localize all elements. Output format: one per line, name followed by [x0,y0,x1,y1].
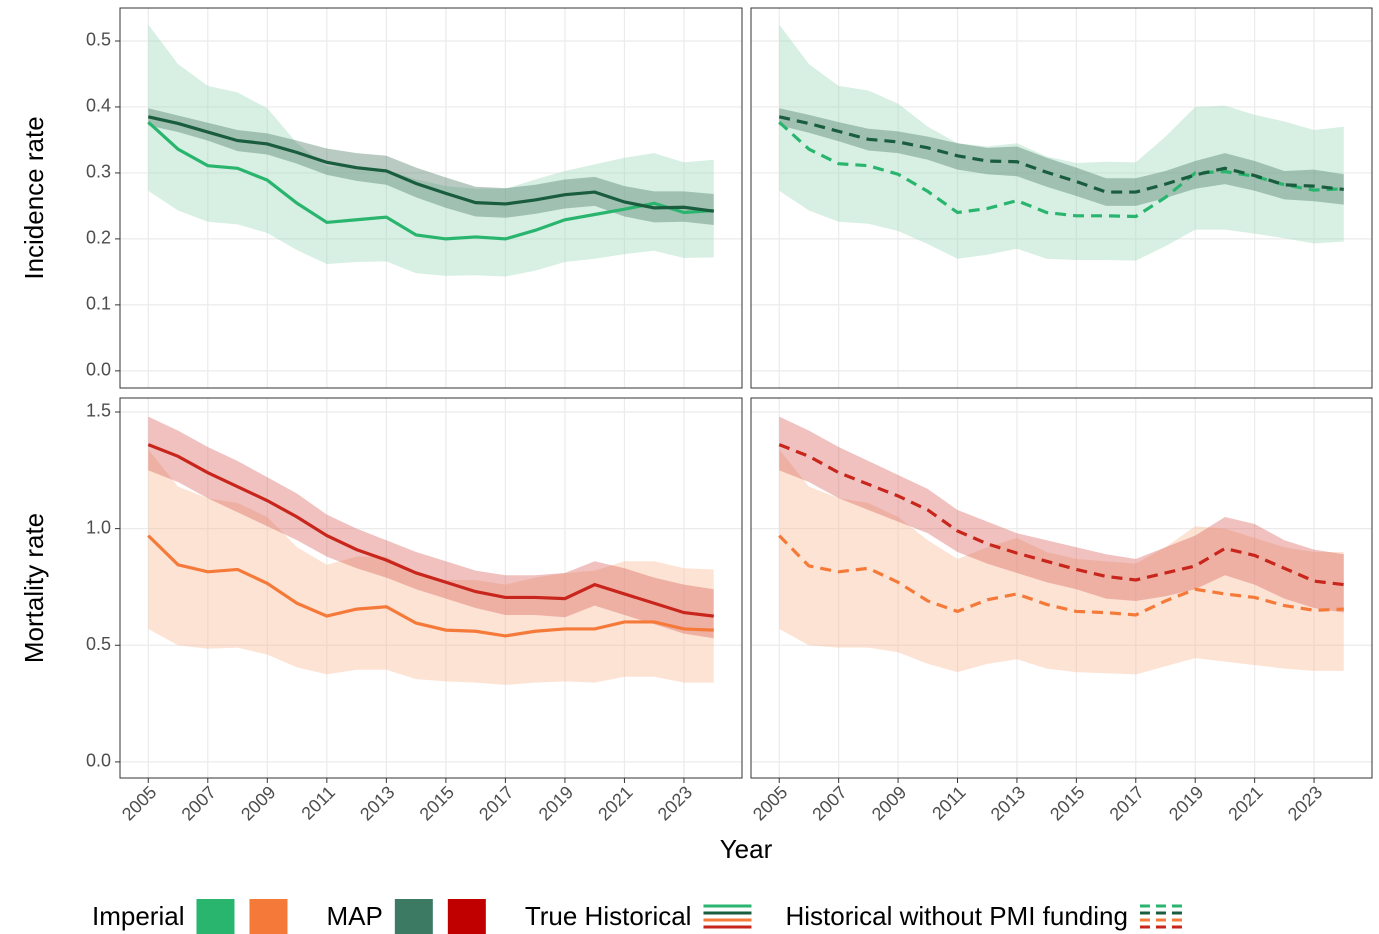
y-tick-label: 0.4 [86,96,111,116]
series-line [778,120,1344,219]
series-line [778,115,1344,194]
x-tick-label: 2005 [749,782,791,824]
x-tick-label: 2017 [475,782,517,824]
ci-band [779,416,1344,613]
x-tick-label: 2007 [808,782,850,824]
ci-band [779,24,1344,261]
x-tick-label: 2005 [118,782,160,824]
ci-band [148,24,714,277]
legend-label: Imperial [92,901,184,931]
series-line [147,443,714,618]
series-line [147,115,714,213]
legend-label: MAP [326,901,382,931]
x-tick-label: 2013 [356,782,398,824]
x-tick-label: 2009 [237,782,279,824]
panel-border [750,397,1373,779]
series-line [147,534,714,638]
legend-label: True Historical [525,901,692,931]
y-tick-label: 0.0 [86,360,111,380]
y-tick-label: 0.0 [86,751,111,771]
x-tick-label: 2021 [1224,782,1266,824]
y-tick-label: 0.2 [86,228,111,248]
y-axis-title: Incidence rate [19,116,49,279]
x-tick-label: 2009 [868,782,910,824]
legend-label: Historical without PMI funding [785,901,1127,931]
legend-swatch [394,899,433,934]
ci-band [779,449,1344,675]
y-tick-label: 0.1 [86,294,111,314]
x-tick-label: 2021 [594,782,636,824]
x-axis-title: Year [720,834,773,864]
x-tick-label: 2017 [1106,782,1148,824]
x-tick-label: 2019 [1165,782,1207,824]
y-tick-label: 0.5 [86,634,111,654]
y-tick-label: 0.3 [86,162,111,182]
x-tick-label: 2013 [987,782,1029,824]
series-line [778,443,1344,587]
x-tick-label: 2015 [1046,782,1088,824]
legend-swatch [447,899,486,934]
y-tick-label: 1.0 [86,517,111,537]
legend-swatch [196,899,235,934]
x-tick-label: 2023 [1284,782,1326,824]
y-axis-title: Mortality rate [19,513,49,663]
series-line [778,534,1344,617]
ci-band [148,416,714,639]
ci-band [779,108,1344,206]
panel-border [750,7,1373,389]
panel-border [119,397,743,779]
y-tick-label: 1.5 [86,401,111,421]
ci-band [148,449,714,685]
x-tick-label: 2015 [416,782,458,824]
legend-swatch [249,899,288,934]
x-tick-label: 2011 [928,782,970,824]
y-tick-label: 0.5 [86,30,111,50]
x-tick-label: 2023 [654,782,696,824]
series-line [147,120,714,241]
x-tick-label: 2011 [298,782,340,824]
panel-border [119,7,743,389]
x-tick-label: 2007 [178,782,220,824]
x-tick-label: 2019 [535,782,577,824]
ci-band [148,108,714,226]
